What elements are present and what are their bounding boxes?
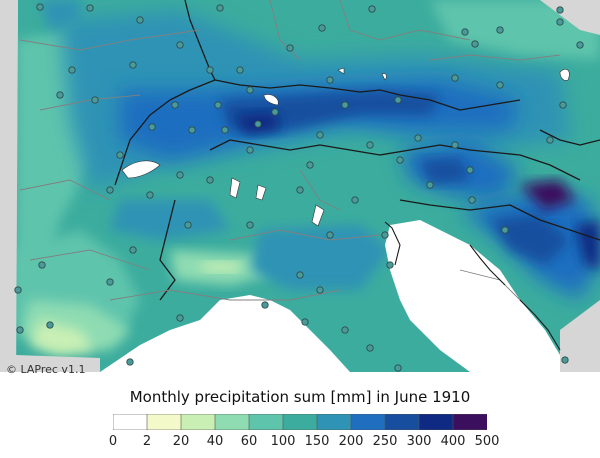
colorbar-tick-label: 0 xyxy=(108,434,118,449)
colorbar-tick-label: 60 xyxy=(240,434,258,449)
colorbar-tick-label: 100 xyxy=(270,434,296,449)
colorbar-ticks: 0 2 20 40 60 100 150 200 250 300 400 500 xyxy=(0,434,600,454)
colorbar-swatch xyxy=(113,414,148,430)
credit-label: © LAPrec v1.1 xyxy=(6,363,86,376)
colorbar-swatch xyxy=(282,414,318,430)
adriatic-sea xyxy=(385,220,560,372)
colorbar-tick-label: 400 xyxy=(440,434,466,449)
colorbar-tick-label: 20 xyxy=(172,434,190,449)
ligurian-sea xyxy=(100,295,350,372)
colorbar-tick-label: 250 xyxy=(372,434,398,449)
colorbar-tick-label: 500 xyxy=(474,434,500,449)
colorbar-tick-label: 2 xyxy=(142,434,152,449)
colorbar-swatch xyxy=(384,414,420,430)
colorbar xyxy=(113,414,487,430)
outside-grid-west xyxy=(0,0,18,372)
precipitation-map xyxy=(0,0,600,372)
colorbar-swatch xyxy=(180,414,216,430)
outside-grid-se xyxy=(560,300,600,372)
colorbar-swatch xyxy=(316,414,352,430)
colorbar-tick-label: 40 xyxy=(206,434,224,449)
outside-grid-ne xyxy=(540,0,600,35)
coastline xyxy=(384,221,561,351)
legend-title: Monthly precipitation sum [mm] in June 1… xyxy=(129,388,471,406)
country-borders xyxy=(114,0,600,301)
colorbar-tick-label: 150 xyxy=(304,434,330,449)
colorbar-tick-label: 200 xyxy=(338,434,364,449)
colorbar-swatch xyxy=(418,414,454,430)
colorbar-swatch xyxy=(146,414,182,430)
colorbar-swatch xyxy=(350,414,386,430)
station-markers xyxy=(14,3,584,372)
outside-grid-sw xyxy=(16,355,100,372)
lakes xyxy=(121,67,570,227)
colorbar-swatch xyxy=(452,414,487,430)
colorbar-tick-label: 300 xyxy=(406,434,432,449)
colorbar-swatch xyxy=(248,414,284,430)
colorbar-swatch xyxy=(214,414,250,430)
